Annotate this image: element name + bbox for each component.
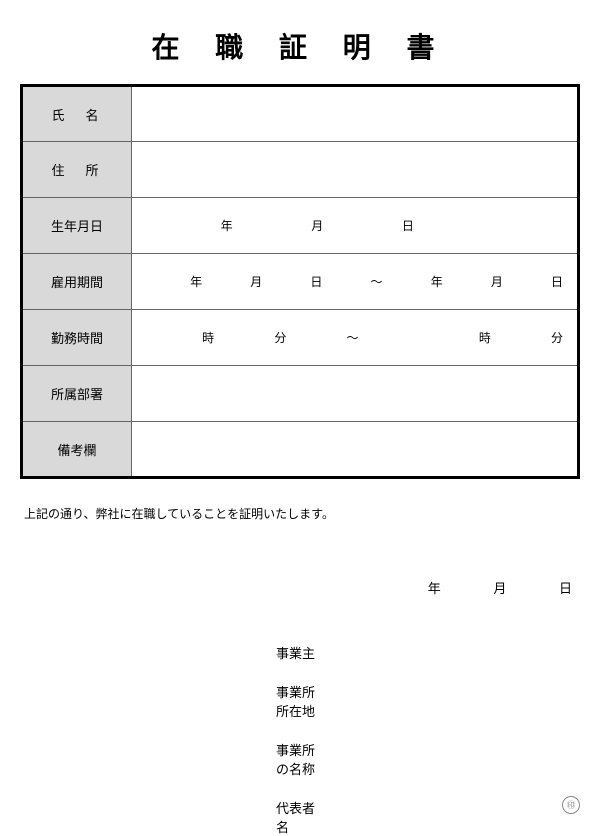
- sig-location: 事業所所在地: [20, 682, 580, 720]
- unit-day: 日: [510, 578, 572, 597]
- label-employment: 雇用期間: [22, 254, 132, 310]
- unit-tilde: ～: [345, 329, 361, 346]
- row-birth: 生年月日 年 月 日: [22, 198, 579, 254]
- sig-employer: 事業主: [20, 643, 580, 662]
- unit-year: 年: [379, 578, 441, 597]
- unit-month: 月: [309, 217, 325, 234]
- label-workhours: 勤務時間: [22, 310, 132, 366]
- row-remarks: 備考欄: [22, 422, 579, 478]
- row-name: 氏 名: [22, 86, 579, 142]
- row-workhours: 勤務時間 時 分 ～ 時 分: [22, 310, 579, 366]
- birth-units: 年 月 日: [144, 198, 565, 253]
- unit-tilde: ～: [369, 273, 385, 290]
- seal-icon: ㊞: [562, 796, 580, 814]
- value-name: [132, 86, 579, 142]
- unit: 分: [272, 329, 288, 346]
- unit: 分: [549, 329, 565, 346]
- label-birth: 生年月日: [22, 198, 132, 254]
- unit-year: 年: [219, 217, 235, 234]
- label-remarks: 備考欄: [22, 422, 132, 478]
- value-address: [132, 142, 579, 198]
- label-address: 住 所: [22, 142, 132, 198]
- certification-statement: 上記の通り、弊社に在職していることを証明いたします。: [24, 505, 576, 522]
- sig-rep: 代表者名: [20, 798, 580, 836]
- unit: 月: [248, 273, 264, 290]
- unit-day: 日: [400, 217, 416, 234]
- row-department: 所属部署: [22, 366, 579, 422]
- document-title: 在 職 証 明 書: [20, 26, 580, 66]
- value-employment: 年 月 日 ～ 年 月 日: [132, 254, 579, 310]
- unit: 時: [477, 329, 493, 346]
- sig-label-office: 事業所の名称: [20, 740, 320, 778]
- signatory-block: 事業主 事業所所在地 事業所の名称 代表者名: [20, 643, 580, 836]
- sig-label-employer: 事業主: [20, 643, 320, 662]
- unit: 日: [308, 273, 324, 290]
- page: 在 職 証 明 書 氏 名 住 所 生年月日 年 月 日 雇用期間: [0, 0, 600, 836]
- value-remarks: [132, 422, 579, 478]
- label-department: 所属部署: [22, 366, 132, 422]
- sig-office: 事業所の名称: [20, 740, 580, 778]
- row-address: 住 所: [22, 142, 579, 198]
- sig-label-rep: 代表者名: [20, 798, 320, 836]
- unit: 日: [549, 273, 565, 290]
- value-workhours: 時 分 ～ 時 分: [132, 310, 579, 366]
- unit: 時: [200, 329, 216, 346]
- form-table: 氏 名 住 所 生年月日 年 月 日 雇用期間 年 月: [20, 84, 580, 479]
- unit: 年: [429, 273, 445, 290]
- employment-units: 年 月 日 ～ 年 月 日: [144, 254, 565, 309]
- workhours-units: 時 分 ～ 時 分: [144, 310, 565, 365]
- sig-label-location: 事業所所在地: [20, 682, 320, 720]
- value-department: [132, 366, 579, 422]
- label-name: 氏 名: [22, 86, 132, 142]
- unit-month: 月: [444, 578, 506, 597]
- issue-date: 年 月 日: [20, 578, 580, 597]
- unit: 月: [489, 273, 505, 290]
- value-birth: 年 月 日: [132, 198, 579, 254]
- row-employment: 雇用期間 年 月 日 ～ 年 月 日: [22, 254, 579, 310]
- unit: 年: [188, 273, 204, 290]
